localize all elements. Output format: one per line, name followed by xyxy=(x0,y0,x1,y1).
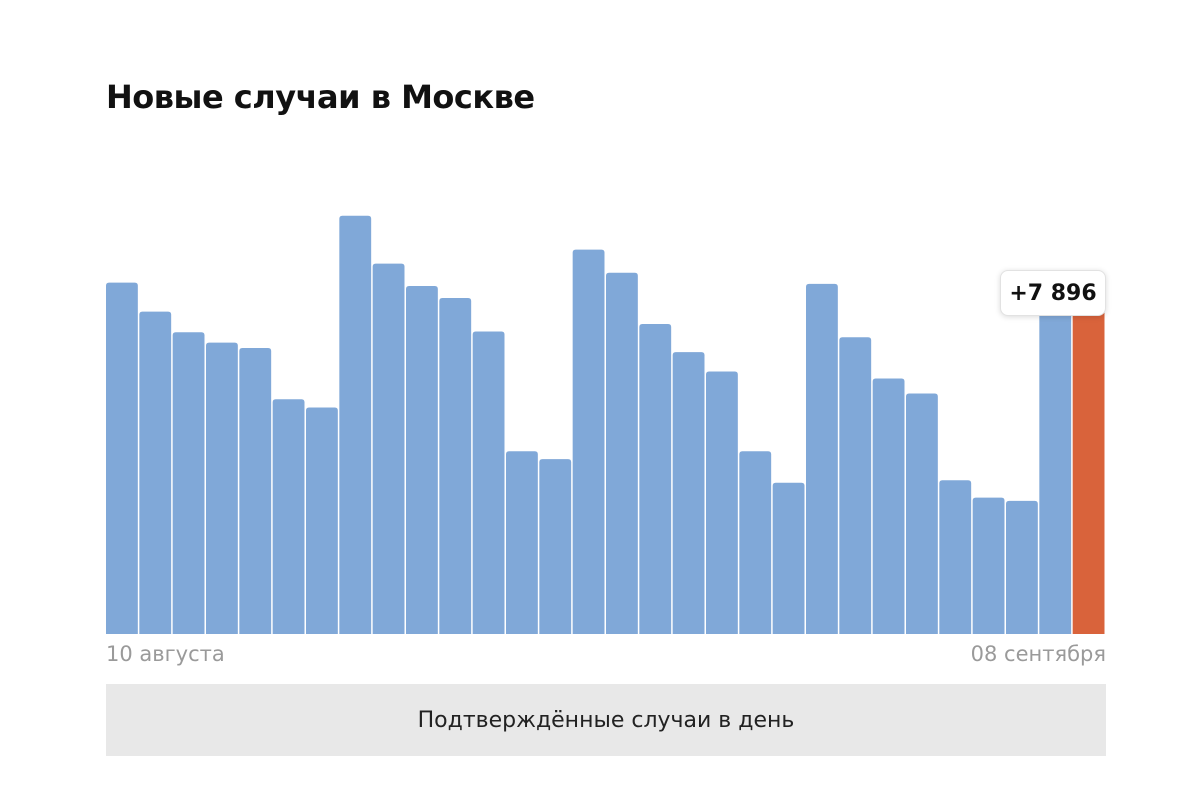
bar[interactable] xyxy=(539,459,572,634)
bar[interactable] xyxy=(606,272,638,634)
x-axis-end-label: 08 сентября xyxy=(970,642,1106,666)
bar[interactable] xyxy=(572,249,605,634)
chart-title: Новые случаи в Москве xyxy=(106,78,535,116)
bar[interactable] xyxy=(439,297,472,634)
bar[interactable] xyxy=(239,347,272,634)
bar[interactable] xyxy=(772,482,805,634)
highlight-value-callout: +7 896 xyxy=(1000,270,1106,316)
bar[interactable] xyxy=(272,399,305,634)
metric-selector-button[interactable]: Подтверждённые случаи в день xyxy=(106,684,1106,756)
bar[interactable] xyxy=(506,451,538,634)
bar-highlighted[interactable] xyxy=(1072,307,1105,634)
bar[interactable] xyxy=(706,371,738,634)
bar[interactable] xyxy=(139,311,172,634)
bar[interactable] xyxy=(739,451,772,634)
bar[interactable] xyxy=(672,352,705,634)
bar[interactable] xyxy=(639,324,672,634)
bar[interactable] xyxy=(472,331,505,634)
bar[interactable] xyxy=(839,337,872,634)
bar[interactable] xyxy=(1039,306,1072,634)
bar[interactable] xyxy=(106,282,138,634)
bar[interactable] xyxy=(872,378,905,634)
bar[interactable] xyxy=(972,497,1005,634)
bar[interactable] xyxy=(372,263,405,634)
bar[interactable] xyxy=(306,407,338,634)
bar[interactable] xyxy=(1006,500,1038,634)
bar[interactable] xyxy=(939,480,972,634)
bar[interactable] xyxy=(906,393,938,634)
bar[interactable] xyxy=(339,215,372,634)
bar[interactable] xyxy=(206,342,238,634)
bar[interactable] xyxy=(406,285,438,634)
bar[interactable] xyxy=(806,283,838,634)
bar[interactable] xyxy=(172,332,205,634)
x-axis-start-label: 10 августа xyxy=(106,642,225,666)
